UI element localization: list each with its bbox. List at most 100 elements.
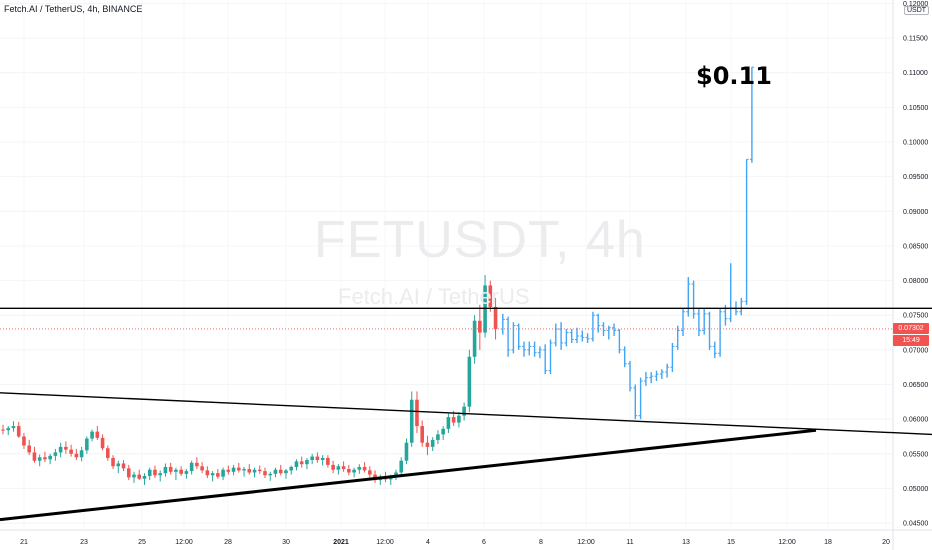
candle-body <box>37 457 42 461</box>
candle-body <box>237 467 241 471</box>
candle-body <box>341 466 346 470</box>
price-tick-label: 0.08000 <box>903 278 928 285</box>
candles <box>1 66 754 485</box>
candle-body <box>16 426 21 437</box>
last-price-label: 0.07302 <box>893 322 929 334</box>
candle-body <box>90 431 94 439</box>
candle-body <box>242 469 246 471</box>
price-tick-label: 0.11500 <box>903 36 928 43</box>
candle-body <box>315 456 320 461</box>
candle-body <box>394 472 398 476</box>
candle-body <box>252 469 257 473</box>
candle-body <box>168 466 173 472</box>
candle-body <box>320 457 325 461</box>
price-tick-label: 0.10500 <box>903 105 928 112</box>
candle-body <box>478 320 482 333</box>
candle-body <box>336 466 341 470</box>
candle-body <box>27 445 31 453</box>
time-axis[interactable]: 21 23 25 12:00 28 30 2021 12:00 4 6 8 12:00 11 13 15 12… <box>0 529 932 546</box>
time-tick-label: 8 <box>539 539 543 546</box>
candle-body <box>231 467 236 472</box>
watermark-symbol: FETUSDT, 4h <box>314 211 646 269</box>
price-tick-label: 0.10000 <box>903 140 928 147</box>
candle-body <box>100 437 105 449</box>
price-tick-label: 0.09500 <box>903 174 928 181</box>
candle-body <box>404 442 409 461</box>
candle-body <box>163 466 168 474</box>
gridlines <box>0 2 893 524</box>
candle-body <box>48 455 52 460</box>
candle-body <box>11 426 16 429</box>
candle-body <box>462 406 466 416</box>
time-tick-label: 21 <box>20 539 28 546</box>
candle-body <box>305 460 309 465</box>
candle-body <box>347 469 351 473</box>
candle-body <box>326 457 330 465</box>
candle-body <box>457 415 461 423</box>
candle-body <box>362 466 367 471</box>
price-axis[interactable]: 0.04500 0.05000 0.05500 0.06000 0.06500 0.070… <box>892 0 928 550</box>
candle-body <box>472 320 477 357</box>
time-tick-label: 12:00 <box>778 539 796 546</box>
candle-body <box>147 469 152 476</box>
currency-badge[interactable]: USDT <box>904 6 930 15</box>
price-target-annotation: $0.11 <box>696 62 772 90</box>
candle-body <box>289 466 293 471</box>
candle-body <box>446 417 451 429</box>
time-tick-label: 12:00 <box>376 539 394 546</box>
candle-body <box>1 429 5 431</box>
candle-body <box>216 473 220 477</box>
price-tick-label: 0.08500 <box>903 243 928 250</box>
candle-body <box>53 452 58 456</box>
candle-body <box>436 434 440 440</box>
candle-body <box>226 469 231 472</box>
candle-body <box>488 285 493 307</box>
time-tick-label: 13 <box>682 539 690 546</box>
candle-body <box>420 426 424 443</box>
time-tick-label: 28 <box>224 539 232 546</box>
candle-body <box>278 469 283 474</box>
candle-body <box>263 471 267 476</box>
candle-body <box>106 448 110 458</box>
candle-body <box>409 399 414 443</box>
candle-body <box>137 474 142 479</box>
candle-body <box>205 470 210 476</box>
candle-body <box>493 306 498 330</box>
time-tick-label: 23 <box>80 539 88 546</box>
candle-body <box>210 473 215 476</box>
candle-body <box>79 450 84 458</box>
candle-body <box>6 428 11 431</box>
candle-body <box>22 436 26 446</box>
time-tick-label: 18 <box>824 539 832 546</box>
price-tick-label: 0.11000 <box>903 70 928 77</box>
candle-body <box>430 439 435 447</box>
candle-body <box>85 438 89 451</box>
price-tick-label: 0.09000 <box>903 209 928 216</box>
time-tick-label: 12:00 <box>175 539 193 546</box>
candle-body <box>299 461 304 465</box>
candle-body <box>357 466 362 470</box>
chart-title: Fetch.AI / TetherUS, 4h, BINANCE <box>4 4 143 14</box>
price-tick-label: 0.05000 <box>903 486 928 493</box>
candle-body <box>247 469 252 473</box>
candle-body <box>116 463 121 467</box>
candle-body <box>58 446 63 453</box>
price-tick-label: 0.07000 <box>903 347 928 354</box>
candle-body <box>111 457 115 467</box>
time-tick-label: 12:00 <box>577 539 595 546</box>
candle-body <box>32 452 37 461</box>
trendlines <box>0 307 932 522</box>
bar-countdown-label: 15:49 <box>893 334 929 346</box>
candle-body <box>415 399 419 427</box>
candle-body <box>126 468 131 478</box>
candle-body <box>257 469 262 472</box>
candle-body <box>195 462 199 467</box>
price-tick-label: 0.06000 <box>903 417 928 424</box>
candle-body <box>158 473 162 476</box>
candle-body <box>153 469 157 476</box>
candle-body <box>425 442 430 447</box>
candle-body <box>179 469 183 474</box>
time-tick-label: 30 <box>282 539 290 546</box>
time-tick-label: 2021 <box>333 539 349 546</box>
